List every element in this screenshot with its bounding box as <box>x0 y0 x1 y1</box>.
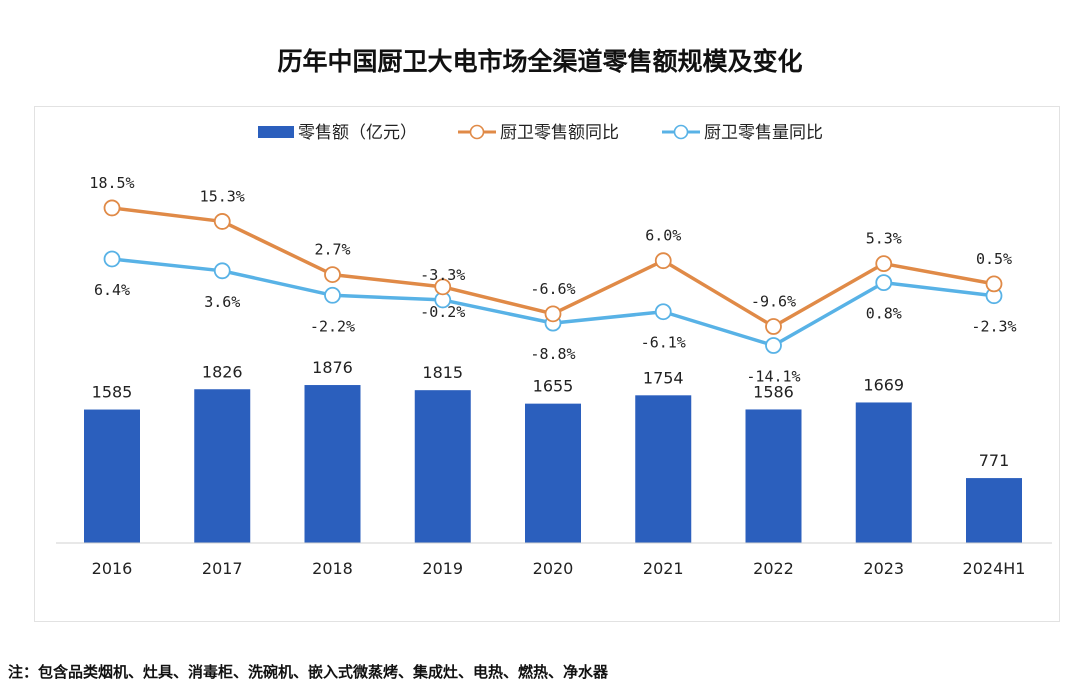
sales-yoy-point-2024H1 <box>985 275 1003 293</box>
bar-series <box>84 385 1022 543</box>
sales-yoy-point-2016 <box>103 199 121 217</box>
sales-yoy-point-2022 <box>765 318 782 335</box>
volume-yoy-label-2019: -3.3% <box>420 266 465 284</box>
bar-2023 <box>855 402 912 543</box>
bar-2020 <box>525 403 581 543</box>
bar-label-2017: 1826 <box>202 362 243 381</box>
volume-yoy-point-2022 <box>765 337 782 354</box>
legend-label-bar: 零售额（亿元） <box>298 123 417 143</box>
volume-yoy-label-2016: 6.4% <box>94 281 130 299</box>
sales-yoy-label-2016: 18.5% <box>89 174 134 192</box>
legend-label-volume-yoy: 厨卫零售量同比 <box>704 123 823 143</box>
x-tick-2018: 2018 <box>312 559 353 578</box>
volume-yoy-label-2022: -14.1% <box>746 368 800 386</box>
bar-2017 <box>194 389 251 543</box>
sales-yoy-label-2019: -0.2% <box>420 303 465 321</box>
legend-marker-sales-yoy <box>469 124 485 140</box>
sales-yoy-point-2020 <box>544 305 562 323</box>
bar-2021 <box>635 395 692 543</box>
sales-yoy-label-2022: -9.6% <box>751 293 796 311</box>
bar-2016 <box>84 409 140 543</box>
volume-yoy-label-2020: -8.8% <box>530 345 575 363</box>
volume-yoy-line <box>111 257 995 348</box>
sales-yoy-point-2017 <box>213 213 231 230</box>
sales-yoy-point-2023 <box>875 255 893 273</box>
x-axis-ticks: 2016 2017 2018 2019 2020 2021 2022 2023 2024H1 <box>92 559 1026 578</box>
bar-2022 <box>745 409 802 543</box>
x-tick-2020: 2020 <box>533 559 574 578</box>
chart: 零售额（亿元） 厨卫零售额同比 厨卫零售量同比 1585 1826 1876 1815 16… <box>56 123 1052 578</box>
legend: 零售额（亿元） 厨卫零售额同比 厨卫零售量同比 <box>258 123 823 143</box>
bar-label-2022: 1586 <box>753 382 794 401</box>
volume-yoy-point-2018 <box>324 286 341 304</box>
legend-label-sales-yoy: 厨卫零售额同比 <box>500 123 619 143</box>
volume-yoy-label-2024H1: -2.3% <box>971 318 1016 336</box>
sales-yoy-label-2018: 2.7% <box>314 241 350 259</box>
x-tick-2022: 2022 <box>753 559 794 578</box>
volume-yoy-label-2023: 0.8% <box>866 305 902 323</box>
chart-title: 历年中国厨卫大电市场全渠道零售额规模及变化 <box>277 47 803 76</box>
sales-yoy-point-2018 <box>324 266 341 284</box>
x-tick-2021: 2021 <box>643 559 684 578</box>
bar-2019 <box>414 390 471 543</box>
bar-label-2023: 1669 <box>863 375 904 394</box>
sales-yoy-label-2020: -6.6% <box>530 280 575 298</box>
volume-yoy-point-2023 <box>875 274 893 292</box>
sales-yoy-label-2023: 5.3% <box>866 230 902 248</box>
sales-yoy-point-2021 <box>654 252 672 270</box>
x-tick-2019: 2019 <box>422 559 463 578</box>
bar-label-2016: 1585 <box>92 383 133 402</box>
x-tick-2023: 2023 <box>863 559 904 578</box>
volume-yoy-label-2017: 3.6% <box>204 293 240 311</box>
x-tick-2017: 2017 <box>202 559 243 578</box>
bar-2018 <box>304 385 361 543</box>
legend-swatch-bar <box>258 126 294 138</box>
volume-yoy-point-2016 <box>103 250 121 268</box>
line-series <box>103 199 1003 354</box>
volume-yoy-point-2021 <box>654 303 672 321</box>
x-tick-2016: 2016 <box>92 559 133 578</box>
bar-2024H1 <box>966 478 1022 543</box>
volume-yoy-label-2018: -2.2% <box>310 317 355 335</box>
bar-label-2018: 1876 <box>312 358 353 377</box>
chart-frame <box>34 106 1060 622</box>
volume-yoy-point-2017 <box>213 262 231 280</box>
bar-label-2020: 1655 <box>533 377 574 396</box>
sales-yoy-label-2024H1: 0.5% <box>976 250 1012 268</box>
sales-yoy-point-2019 <box>434 278 452 296</box>
bar-label-2021: 1754 <box>643 368 684 387</box>
volume-yoy-label-2021: -6.1% <box>641 334 686 352</box>
bar-label-2024H1: 771 <box>979 451 1010 470</box>
bar-label-2019: 1815 <box>422 363 463 382</box>
footnote: 注：包含品类烟机、灶具、消毒柜、洗碗机、嵌入式微蒸烤、集成灶、电热、燃热、净水器 <box>8 663 609 681</box>
sales-yoy-label-2021: 6.0% <box>645 227 681 245</box>
data-labels: 1585 1826 1876 1815 1655 1754 1586 1669 771 18.5%… <box>89 174 1016 470</box>
x-tick-2024H1: 2024H1 <box>963 559 1026 578</box>
sales-yoy-label-2017: 15.3% <box>200 187 245 205</box>
legend-marker-volume-yoy <box>673 124 689 140</box>
